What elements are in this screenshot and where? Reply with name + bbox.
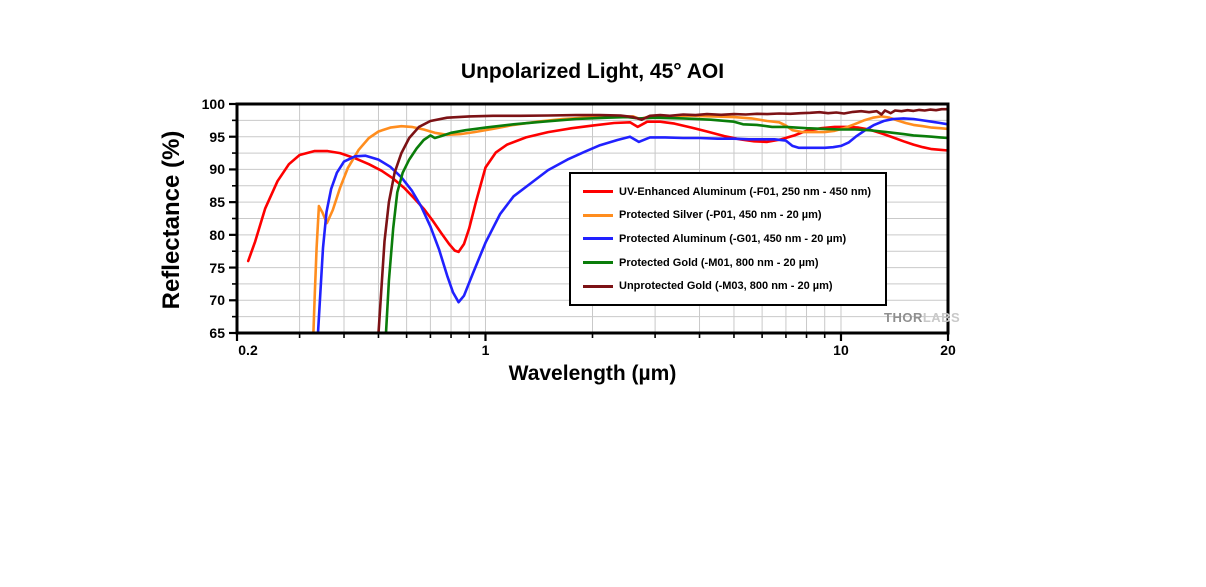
- legend-line-swatch: [583, 190, 613, 194]
- curve-series-2: [316, 117, 949, 335]
- x-tick-label: 20: [940, 342, 956, 358]
- y-tick-label: 100: [201, 96, 225, 112]
- legend-label: UV-Enhanced Aluminum (-F01, 250 nm - 450…: [619, 185, 872, 198]
- axis-ticks: [229, 102, 950, 341]
- watermark-labs: LABS: [922, 310, 961, 325]
- legend-line-swatch: [583, 261, 613, 265]
- curve-series-4: [377, 107, 949, 335]
- legend-item: Protected Aluminum (-G01, 450 nm - 20 µm…: [583, 233, 879, 245]
- legend-line-swatch: [583, 284, 613, 288]
- x-tick-label: 1: [481, 342, 490, 358]
- legend-item: UV-Enhanced Aluminum (-F01, 250 nm - 450…: [583, 186, 879, 198]
- x-tick-label: 10: [833, 342, 849, 358]
- watermark-thor: THOR: [884, 310, 923, 325]
- curve-series-3: [384, 115, 949, 335]
- curve-series-0: [246, 120, 949, 263]
- y-tick-label: 70: [209, 292, 225, 309]
- legend-line-swatch: [583, 237, 613, 241]
- curves: [246, 107, 949, 335]
- legend-box: UV-Enhanced Aluminum (-F01, 250 nm - 450…: [569, 172, 887, 306]
- legend-label: Unprotected Gold (-M03, 800 nm - 20 µm): [619, 280, 833, 293]
- thorlabs-watermark: THORLABS: [884, 310, 960, 325]
- legend-label: Protected Silver (-P01, 450 nm - 20 µm): [619, 209, 822, 222]
- legend-label: Protected Gold (-M01, 800 nm - 20 µm): [619, 256, 819, 269]
- x-axis-label: Wavelength (µm): [508, 362, 677, 385]
- y-tick-label: 90: [209, 161, 225, 178]
- y-tick-label: 80: [209, 226, 225, 243]
- x-tick-label: 0.2: [238, 342, 258, 358]
- legend-item: Protected Silver (-P01, 450 nm - 20 µm): [583, 209, 879, 221]
- y-axis-label: Reflectance (%): [158, 130, 185, 310]
- chart-title: Unpolarized Light, 45° AOI: [460, 60, 725, 83]
- legend-line-swatch: [583, 213, 613, 217]
- legend-item: Protected Gold (-M01, 800 nm - 20 µm): [583, 257, 879, 269]
- y-tick-label: 75: [209, 259, 225, 276]
- y-tick-label: 85: [209, 194, 225, 211]
- legend-label: Protected Aluminum (-G01, 450 nm - 20 µm…: [619, 232, 847, 245]
- legend-item: Unprotected Gold (-M03, 800 nm - 20 µm): [583, 280, 879, 292]
- y-tick-label: 65: [209, 325, 225, 341]
- y-tick-label: 95: [209, 128, 225, 145]
